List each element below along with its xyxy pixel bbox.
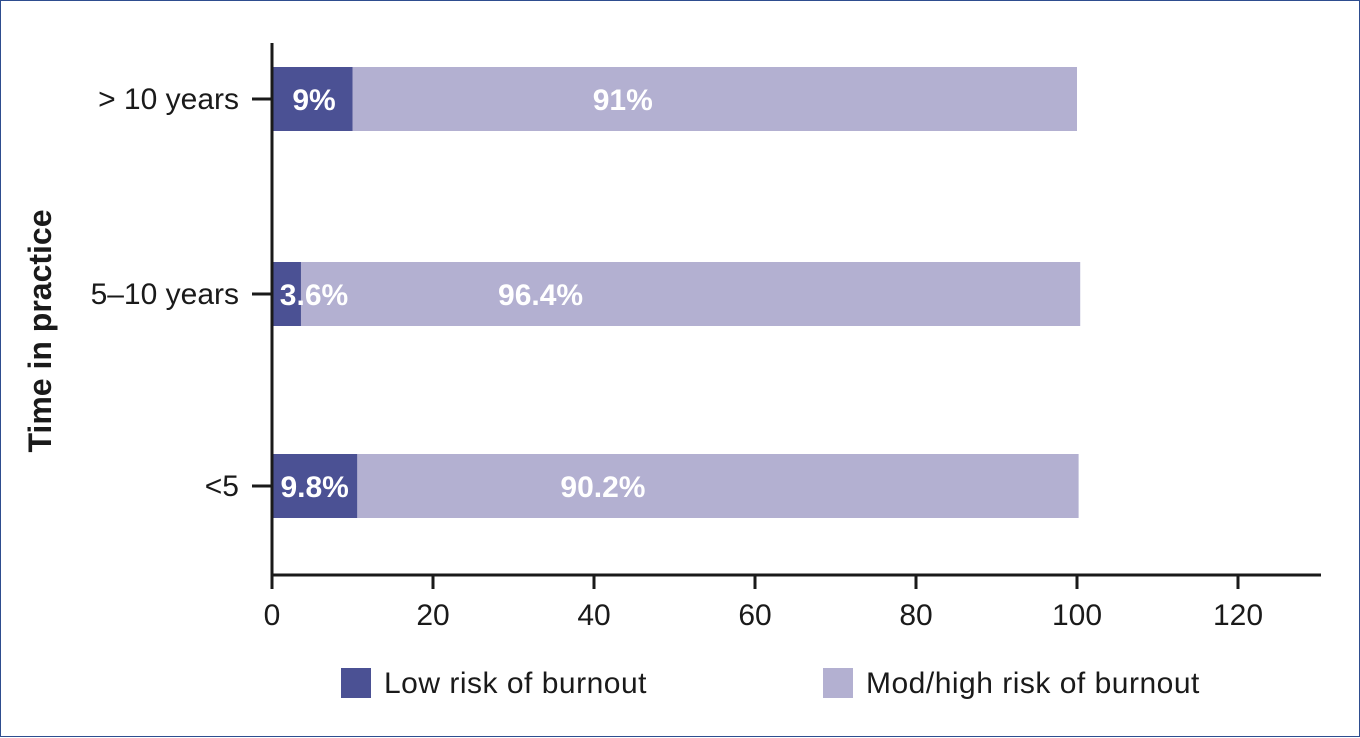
legend: Low risk of burnout Mod/high risk of burn… <box>341 667 1200 700</box>
axes-group: > 10 years 5–10 years <5 0 20 40 60 80 100 120 <box>91 43 1321 632</box>
y-tick-label: <5 <box>205 470 239 503</box>
bar-data-label: 9% <box>292 84 335 117</box>
y-tick-label: 5–10 years <box>91 278 239 311</box>
bar-segment <box>272 67 353 131</box>
bar-data-label: 90.2% <box>560 471 645 504</box>
legend-swatch <box>823 668 853 698</box>
bar-segment <box>357 454 1079 518</box>
bars-group: 9% 91% 3.6% 96.4% 9.8% 90.2% <box>272 67 1081 518</box>
x-tick-label: 0 <box>264 599 281 632</box>
x-tick-label: 20 <box>416 599 449 632</box>
legend-label: Low risk of burnout <box>384 667 647 700</box>
bar-data-label: 96.4% <box>498 279 583 312</box>
bar-data-label: 9.8% <box>280 471 348 504</box>
x-tick-label: 60 <box>738 599 771 632</box>
bar-segment <box>300 262 1081 326</box>
y-axis-title: Time in practice <box>22 209 58 452</box>
bar-data-label: 91% <box>593 84 653 117</box>
legend-label: Mod/high risk of burnout <box>866 667 1200 700</box>
x-tick-label: 100 <box>1052 599 1102 632</box>
y-tick-label: > 10 years <box>98 83 239 116</box>
bar-segment <box>272 262 301 326</box>
x-tick-label: 120 <box>1213 599 1263 632</box>
bar-data-label: 3.6% <box>280 279 348 312</box>
legend-swatch <box>341 668 371 698</box>
bar-segment <box>352 67 1077 131</box>
x-tick-label: 80 <box>899 599 932 632</box>
bar-segment <box>272 454 358 518</box>
x-tick-label: 40 <box>577 599 610 632</box>
